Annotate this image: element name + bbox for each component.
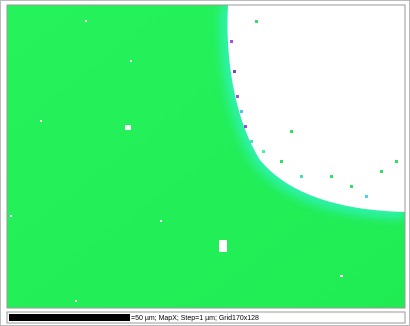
caption: =50 µm; MapX; Step=1 µm; Grid170x128: [131, 315, 259, 322]
scatter-pixels: [10, 20, 398, 302]
unindexed-region: [227, 5, 405, 212]
caption-bar: [6, 311, 406, 324]
scale-bar: [9, 314, 130, 321]
orientation-map: [7, 5, 405, 308]
map-border: [6, 4, 406, 309]
